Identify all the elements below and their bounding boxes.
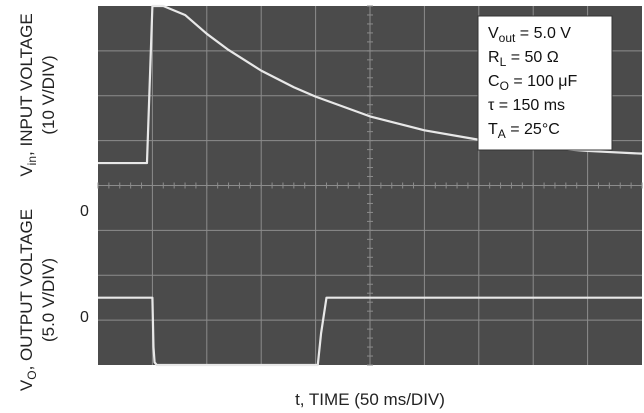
svg-text:VO, OUTPUT VOLTAGE: VO, OUTPUT VOLTAGE <box>17 209 39 391</box>
legend-line-co: CO = 100 μF <box>488 73 578 93</box>
legend-line-ta: TA = 25°C <box>488 121 560 141</box>
x-axis-title: t, TIME (50 ms/DIV) <box>295 390 445 409</box>
input-zero-label: 0 <box>80 203 89 220</box>
svg-text:Vin, INPUT VOLTAGE: Vin, INPUT VOLTAGE <box>17 13 39 176</box>
svg-text:(10 V/DIV): (10 V/DIV) <box>39 55 58 134</box>
input-axis-title: Vin, INPUT VOLTAGE (10 V/DIV) <box>17 13 58 176</box>
output-axis-title: VO, OUTPUT VOLTAGE (5.0 V/DIV) <box>17 209 58 391</box>
svg-text:(5.0 V/DIV): (5.0 V/DIV) <box>39 258 58 342</box>
legend-line-vout: Vout = 5.0 V <box>488 25 571 45</box>
legend-line-rl: RL = 50 Ω <box>488 49 559 69</box>
legend-box <box>477 15 613 151</box>
output-zero-label: 0 <box>80 309 89 326</box>
legend: Vout = 5.0 V RL = 50 Ω CO = 100 μF τ = 1… <box>477 15 613 151</box>
output-voltage-trace <box>98 296 642 367</box>
legend-line-tau: τ = 150 ms <box>488 97 565 114</box>
